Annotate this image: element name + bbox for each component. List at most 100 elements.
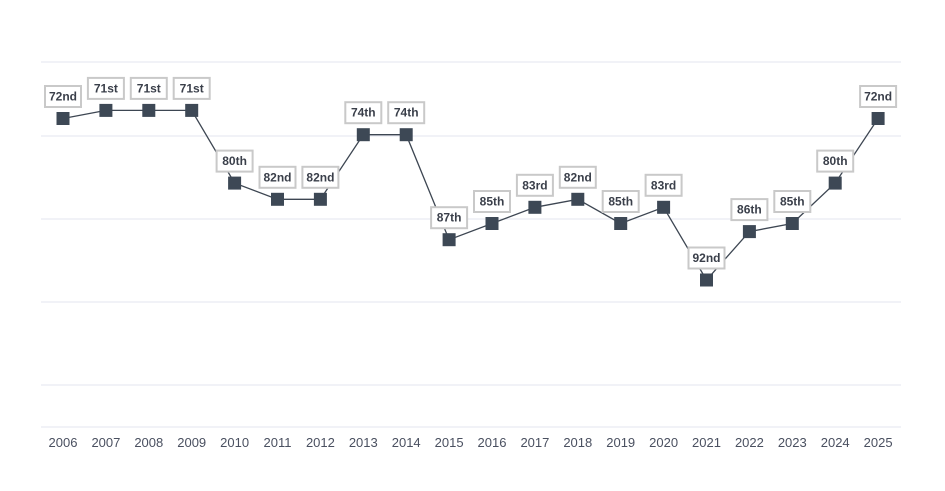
data-label-box [344,101,383,125]
data-label-2021: 92nd [687,246,726,270]
data-point-2024 [828,176,842,190]
data-label-box [430,206,469,230]
data-label-text: 72nd [49,90,77,104]
x-tick-label: 2017 [520,435,549,450]
data-label-2019: 85th [601,190,640,213]
x-tick-label: 2014 [392,435,421,450]
data-label-text: 92nd [692,251,720,265]
x-tick-label: 2024 [821,435,850,450]
x-tick-label: 2011 [264,435,292,450]
data-point-2022 [742,225,756,239]
series-line-group [62,109,879,282]
data-label-2010: 80th [215,149,254,173]
data-point-2012 [313,192,327,206]
data-label-text: 85th [780,195,805,209]
data-label-box [129,76,168,100]
data-label-text: 71st [180,81,204,95]
data-point-2020 [657,200,671,214]
data-label-text: 82nd [263,170,291,184]
x-tick-label: 2013 [349,435,378,450]
data-point-2023 [785,217,799,230]
x-tick-label: 2018 [563,435,592,450]
data-label-2009: 71st [172,76,211,100]
data-label-2012: 82nd [301,165,340,189]
data-label-2014: 74th [387,101,426,125]
x-tick-label: 2006 [49,435,78,450]
x-tick-label: 2019 [606,435,635,450]
x-tick-label: 2012 [306,435,335,450]
data-label-text: 82nd [564,170,592,184]
data-label-2015: 87th [430,206,469,230]
data-label-box [773,190,812,213]
data-label-box [172,76,211,100]
data-point-2025 [871,112,885,125]
data-label-2024: 80th [816,149,855,173]
data-label-2018: 82nd [558,165,597,189]
data-label-text: 83rd [522,178,547,192]
data-label-2022: 86th [730,198,769,222]
data-point-2010 [228,176,242,190]
data-label-text: 80th [823,154,848,168]
data-labels: 72nd 71st 71st 71st 80th 82nd 82nd 74th 74th 87th… [44,76,898,270]
data-label-box [44,85,82,108]
x-tick-label: 2021 [692,435,721,450]
data-label-text: 74th [394,106,419,120]
series-line [62,109,879,282]
data-label-box [301,165,340,189]
data-point-2017 [528,200,542,214]
data-label-box [601,190,640,213]
x-tick-label: 2015 [435,435,464,450]
data-point-2016 [485,217,499,230]
x-tick-label: 2007 [91,435,120,450]
markers [56,103,885,287]
data-label-2006: 72nd [44,85,82,108]
data-label-text: 87th [437,211,462,225]
gridlines [41,61,901,428]
x-tick-label: 2009 [177,435,206,450]
data-point-2021 [700,273,713,287]
data-point-2006 [56,112,70,125]
data-label-text: 82nd [306,170,334,184]
data-point-2014 [399,128,413,142]
data-label-text: 80th [222,154,247,168]
x-tick-label: 2023 [778,435,807,450]
data-label-2008: 71st [129,76,168,100]
data-point-2019 [614,217,628,230]
data-label-box [86,76,125,100]
x-tick-label: 2016 [478,435,507,450]
data-label-2023: 85th [773,190,812,213]
data-point-2015 [442,233,456,247]
data-label-box [473,190,511,213]
data-point-2007 [99,103,113,117]
x-tick-label: 2010 [220,435,249,450]
data-label-box [215,149,254,173]
data-label-text: 86th [737,203,762,217]
data-point-2018 [571,192,585,206]
data-label-text: 85th [480,195,505,209]
data-label-box [387,101,426,125]
data-label-box [558,165,597,189]
x-tick-label: 2022 [735,435,764,450]
data-point-2013 [356,128,370,142]
data-label-box [515,173,554,197]
data-label-2025: 72nd [859,85,898,108]
data-label-text: 72nd [864,90,892,104]
data-point-2008 [142,103,156,117]
data-label-box [859,85,898,108]
data-label-text: 74th [351,106,376,120]
data-label-2020: 83rd [644,173,683,197]
data-point-2011 [271,192,284,206]
data-point-2009 [185,103,199,117]
x-axis-ticks: 2006 2007 2008 2009 2010 2011 2012 2013 2014 2015… [49,435,893,450]
data-label-text: 71st [137,81,161,95]
data-label-box [730,198,769,222]
data-label-text: 71st [94,81,118,95]
data-label-text: 83rd [651,178,676,192]
data-label-box [816,149,855,173]
data-label-2017: 83rd [515,173,554,197]
data-label-2013: 74th [344,101,383,125]
data-label-box [258,165,297,189]
x-tick-label: 2008 [134,435,163,450]
data-label-box [687,246,726,270]
